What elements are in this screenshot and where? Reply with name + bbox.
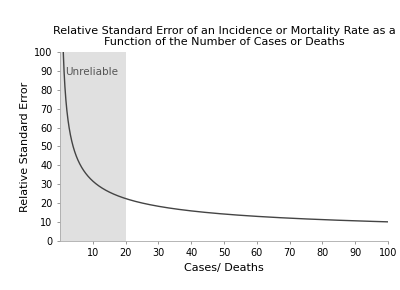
Bar xyxy=(60,52,126,241)
X-axis label: Cases/ Deaths: Cases/ Deaths xyxy=(184,262,264,273)
Text: Unreliable: Unreliable xyxy=(65,67,118,77)
Title: Relative Standard Error of an Incidence or Mortality Rate as a
Function of the N: Relative Standard Error of an Incidence … xyxy=(53,26,395,47)
Y-axis label: Relative Standard Error: Relative Standard Error xyxy=(20,81,30,212)
